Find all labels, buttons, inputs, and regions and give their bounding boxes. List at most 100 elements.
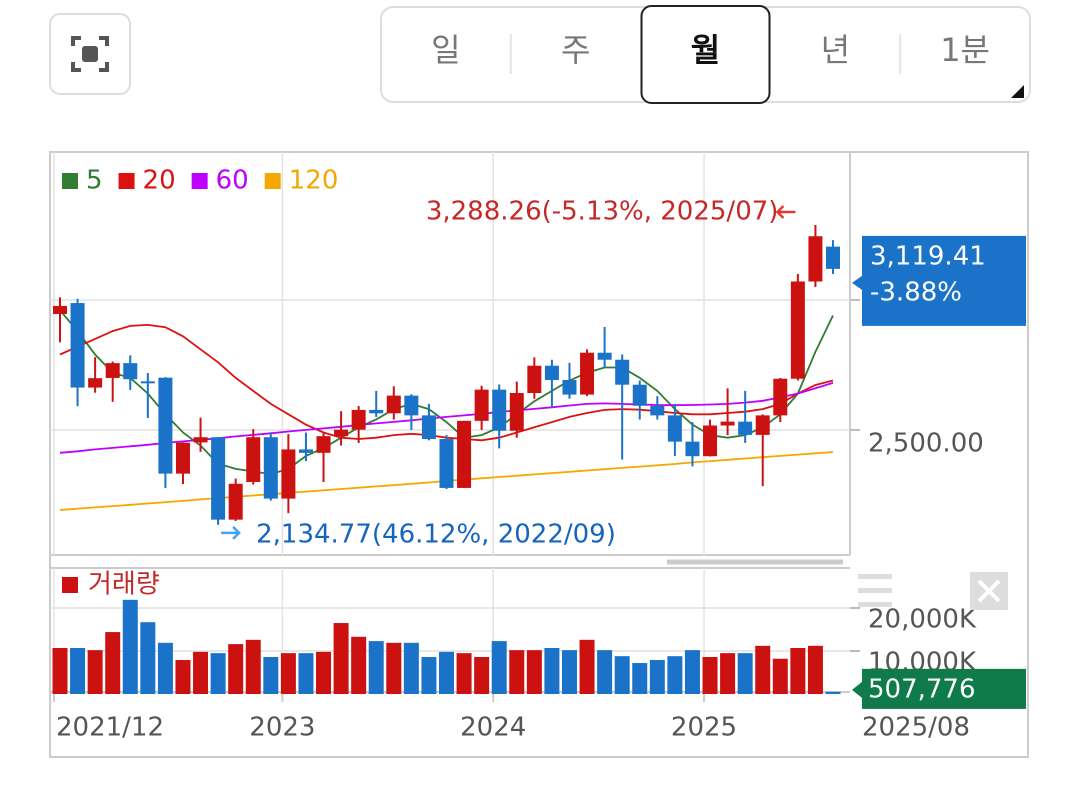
volume-bar — [491, 641, 507, 694]
volume-bar — [632, 663, 648, 694]
volume-bar — [561, 650, 577, 694]
legend-label: 120 — [289, 166, 339, 196]
candle-body — [808, 236, 823, 282]
volume-bar — [474, 657, 490, 694]
legend-swatch — [191, 173, 208, 189]
legend-label: 5 — [86, 166, 103, 196]
volume-bar — [403, 642, 419, 694]
volume-bar — [245, 639, 261, 694]
candle-body — [632, 384, 647, 406]
max-annotation: 3,288.26(-5.13%, 2025/07) — [426, 196, 779, 226]
candle-body — [211, 437, 226, 520]
candle-body — [88, 378, 103, 388]
candle-body — [544, 365, 559, 381]
candle-body — [790, 281, 805, 379]
volume-tag — [852, 668, 1026, 709]
candle-body — [457, 420, 472, 488]
volume-bar — [667, 656, 683, 694]
x-tick-label: 2021/12 — [56, 713, 164, 743]
candle-body — [316, 436, 331, 453]
tab[interactable]: 주 — [561, 31, 590, 69]
x-tick-label: 2025 — [671, 713, 737, 743]
legend-swatch — [118, 173, 135, 189]
volume-bar — [280, 653, 296, 694]
volume-bar — [544, 647, 560, 694]
price-tag — [852, 235, 1026, 326]
volume-bar — [193, 651, 209, 694]
candle-body — [105, 363, 120, 378]
candle-body — [334, 429, 349, 437]
legend-label: 20 — [143, 166, 176, 196]
candle-body — [298, 449, 313, 453]
tab-selected[interactable] — [640, 5, 771, 104]
candle-body — [492, 389, 507, 431]
legend-label: 거래량 — [88, 570, 160, 600]
candle-body — [755, 415, 770, 435]
candle-body — [70, 303, 85, 388]
volume-bar — [105, 632, 121, 694]
volume-bar — [70, 647, 86, 694]
candle-body — [263, 437, 278, 499]
volume-bar — [579, 639, 595, 694]
volume-bar — [386, 642, 402, 694]
chart-frame — [49, 151, 1029, 758]
candle-body — [685, 441, 700, 457]
candle-body — [404, 395, 419, 416]
candle-body — [123, 363, 138, 380]
candle-body — [703, 425, 718, 457]
volume-bar — [228, 644, 244, 694]
volume-bar — [333, 623, 349, 694]
volume-bar — [298, 653, 314, 694]
tab[interactable]: 년 — [821, 31, 850, 69]
candle-body — [140, 381, 155, 384]
volume-bar — [790, 647, 806, 694]
candle-body — [175, 442, 190, 474]
volume-bar — [316, 651, 332, 694]
legend-swatch — [264, 173, 281, 189]
tab[interactable]: 일 — [431, 31, 460, 69]
volume-bar — [175, 660, 191, 694]
candle-body — [53, 305, 67, 314]
volume-bar — [122, 599, 138, 694]
current-date: 2025/08 — [862, 713, 970, 743]
candle-body — [351, 409, 366, 430]
volume-bar — [684, 650, 700, 694]
volume-bar — [351, 636, 367, 694]
current-volume: 507,776 — [868, 674, 976, 704]
resize-corner — [1011, 85, 1024, 98]
candle-body — [246, 437, 261, 482]
tab[interactable]: 월 — [691, 31, 720, 69]
volume-bar — [755, 645, 771, 694]
candle-body — [439, 439, 454, 488]
candle-body — [281, 449, 296, 499]
volume-bar — [772, 658, 788, 694]
candle-body — [826, 246, 840, 269]
volume-bar — [702, 657, 718, 694]
legend-swatch — [62, 173, 78, 189]
legend-swatch — [62, 577, 78, 593]
volume-bar — [649, 660, 665, 694]
legend-label: 60 — [216, 166, 249, 196]
menu-icon[interactable] — [858, 574, 892, 607]
candle-body — [650, 405, 665, 416]
candle-body — [509, 393, 524, 431]
y-tick-label: 2,500.00 — [868, 428, 984, 458]
current-change: -3.88% — [870, 277, 962, 307]
candle-body — [369, 409, 384, 414]
volume-bar — [614, 656, 630, 694]
candle-body — [421, 415, 436, 440]
volume-bar — [157, 642, 173, 694]
candle-body — [773, 378, 788, 416]
current-price: 3,119.41 — [870, 241, 986, 271]
candle-body — [527, 365, 542, 394]
candle-body — [562, 380, 577, 395]
tab[interactable]: 1분 — [940, 31, 990, 69]
volume-bar — [87, 650, 103, 694]
x-tick-label: 2023 — [249, 713, 315, 743]
candle-body — [738, 421, 753, 435]
candle-body — [193, 437, 208, 443]
volume-bar — [263, 657, 279, 694]
candle-body — [474, 389, 489, 421]
candle-body — [386, 395, 401, 414]
